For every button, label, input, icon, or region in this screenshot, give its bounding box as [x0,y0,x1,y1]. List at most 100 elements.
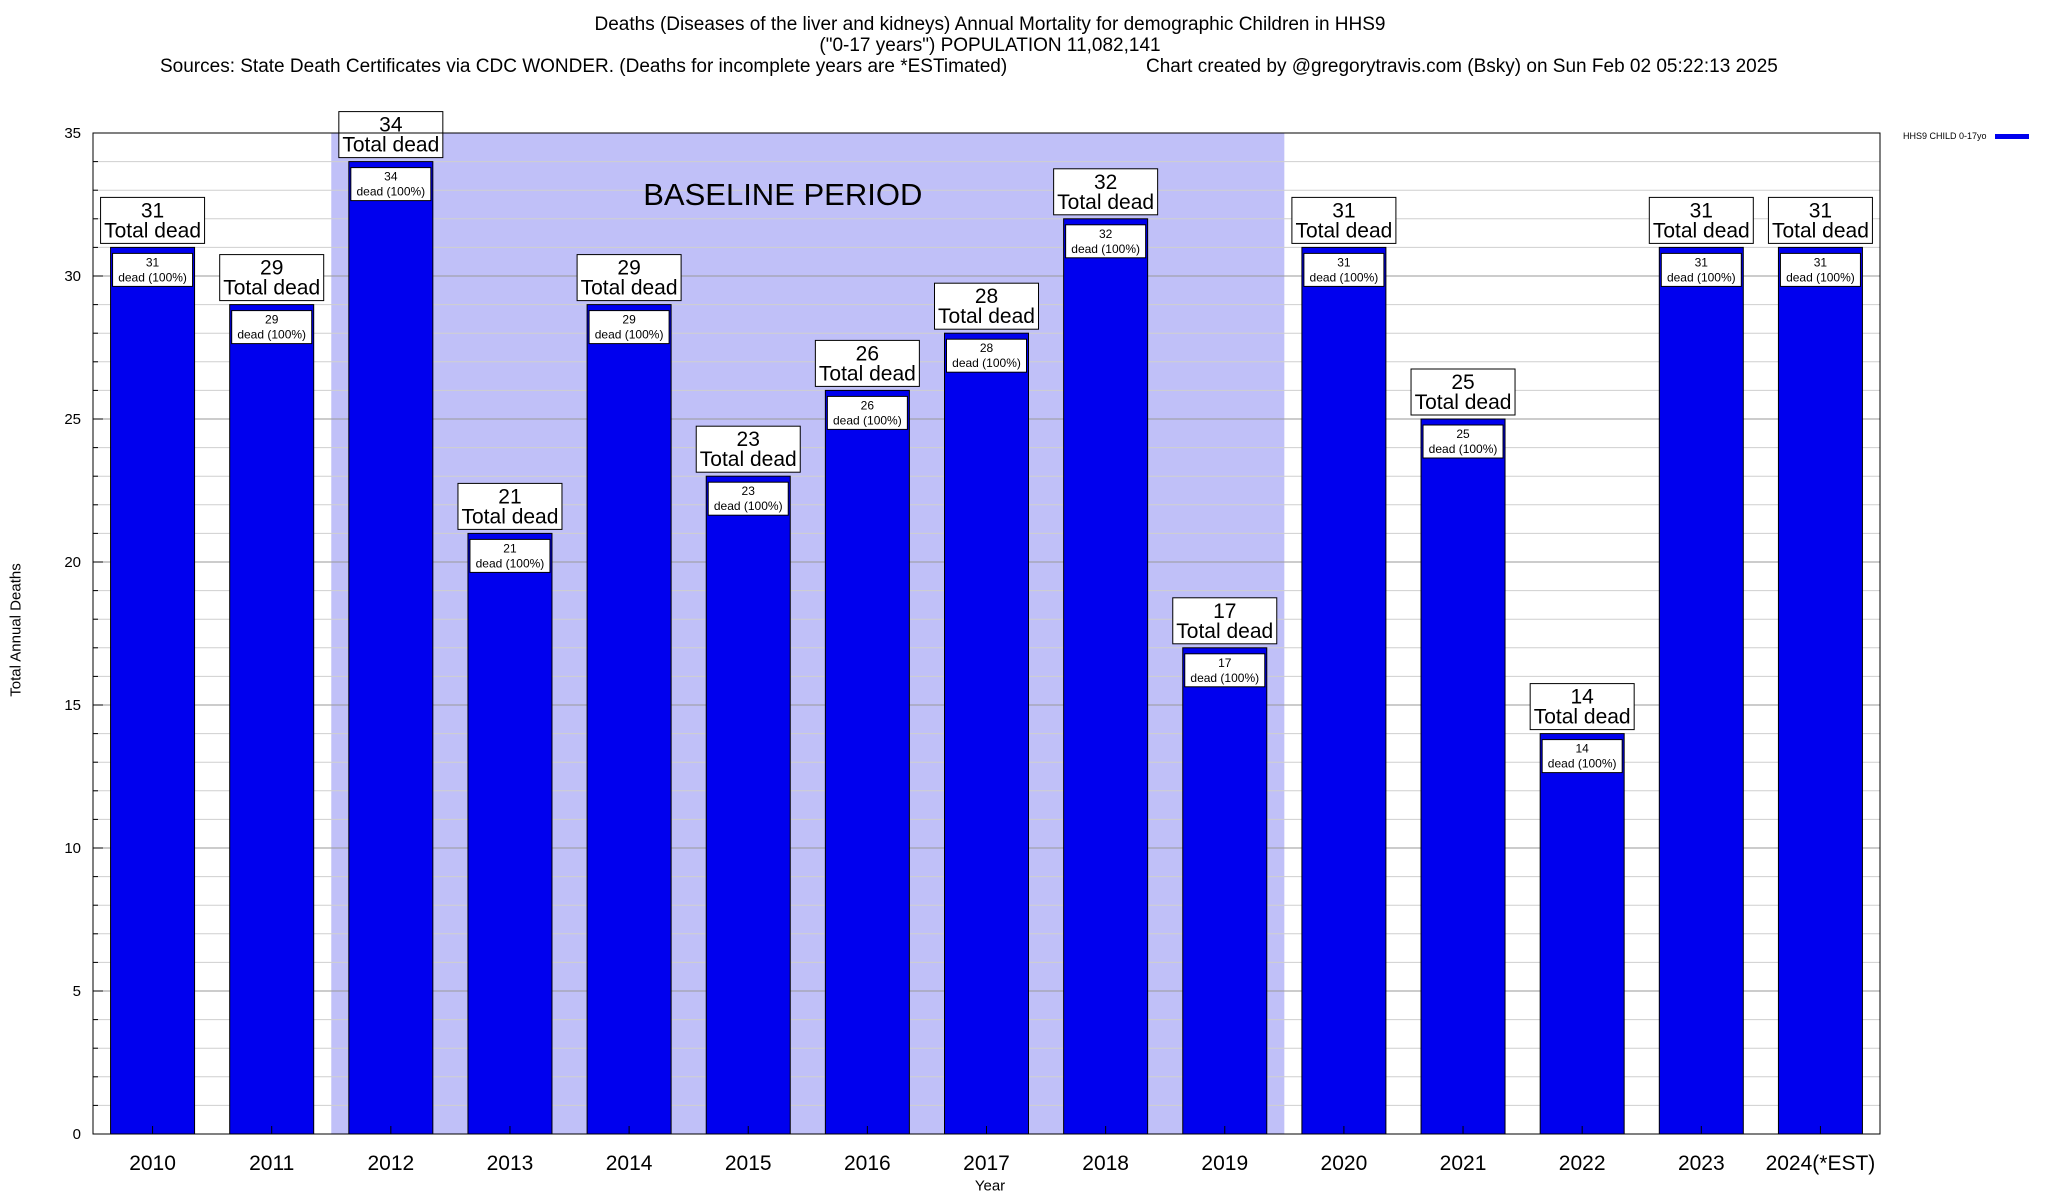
bar-inner-label: dead (100%) [1429,442,1498,456]
bar-inner-label: dead (100%) [1190,671,1259,685]
bar [1539,733,1625,1135]
y-tick-label: 30 [64,268,81,285]
bar-total-label: Total dead [342,134,439,157]
chart-titles: Deaths (Diseases of the liver and kidney… [0,14,1980,77]
bar-inner-label-box [1422,424,1504,459]
bar-outer-label-box [1767,196,1873,244]
bar [1777,246,1863,1135]
bar-inner-value: 21 [503,541,517,555]
bar-total-label: Total dead [223,277,320,300]
bar-value-label: 29 [617,257,640,280]
bar [229,304,315,1135]
bar-inner-value: 28 [980,341,994,355]
bar-outer-label-box [1053,168,1159,216]
bar [1301,246,1387,1135]
bar-inner-value: 17 [1218,656,1232,670]
x-tick-label: 2017 [963,1152,1010,1175]
bar-inner-label: dead (100%) [595,328,664,342]
x-tick-label: 2024(*EST) [1766,1152,1876,1175]
x-axis-label: Year [974,1177,1006,1195]
bar-total-label: Total dead [104,219,201,242]
bar-value-label: 32 [1094,171,1117,194]
bar-value-label: 23 [737,428,760,451]
plot-frame [92,132,1881,1135]
bar-inner-label-box [1303,252,1385,287]
bar-value-label: 31 [1809,199,1832,222]
bar-inner-label: dead (100%) [356,185,425,199]
bar-total-label: Total dead [819,362,916,385]
y-tick-label: 0 [73,1126,81,1143]
bar-inner-label: dead (100%) [1667,270,1736,284]
bar-outer-label-box [1172,597,1278,645]
bar [1182,647,1268,1135]
bar-inner-label-box [1660,252,1742,287]
bar-total-label: Total dead [700,448,797,471]
bar-inner-value: 31 [1695,255,1709,269]
y-tick-label: 15 [64,697,81,714]
bar-inner-value: 31 [146,255,160,269]
bar-value-label: 31 [1332,199,1355,222]
bar-inner-value: 29 [265,313,279,327]
bar-outer-label-box [100,196,206,244]
bar-outer-label-box [934,282,1039,330]
chart-credit: Chart created by @gregorytravis.com (Bsk… [1146,56,1778,77]
bar-value-label: 14 [1570,686,1594,709]
bar [467,532,553,1135]
legend: HHS9 CHILD 0-17yo [1903,131,2029,141]
bar-inner-label-box [469,538,551,573]
bar-value-label: 31 [1690,199,1713,222]
bar-value-label: 26 [856,342,879,365]
bar-value-label: 28 [975,285,998,308]
bar-inner-label-box [707,481,789,516]
x-tick-label: 2018 [1082,1152,1129,1175]
bar-outer-label-box [576,254,682,302]
bar-inner-label-box [1779,252,1861,287]
bar [1658,246,1744,1135]
x-tick-label: 2022 [1559,1152,1606,1175]
bar-total-label: Total dead [1057,191,1154,214]
bar-inner-label-box [231,310,313,345]
bar-inner-label: dead (100%) [833,413,902,427]
x-tick-label: 2012 [367,1152,414,1175]
bar-outer-label-box [695,425,801,473]
chart-source: Sources: State Death Certificates via CD… [160,56,1008,77]
x-tick-label: 2010 [129,1152,176,1175]
bar-outer-label-box [1529,683,1635,731]
legend-entry-label: HHS9 CHILD 0-17yo [1903,131,1987,141]
bar-inner-label: dead (100%) [476,556,545,570]
bar-inner-label: dead (100%) [1786,270,1855,284]
baseline-label: BASELINE PERIOD [643,177,922,212]
source-line: Sources: State Death Certificates via CD… [0,56,1980,77]
bar-inner-label: dead (100%) [1310,270,1379,284]
bar-inner-label-box [946,338,1027,373]
x-tick-label: 2014 [606,1152,653,1175]
x-tick-label: 2023 [1678,1152,1725,1175]
y-tick-label: 35 [64,125,81,142]
bar-outer-label-box [1648,196,1754,244]
bar-inner-label-box [1184,653,1266,688]
bar-inner-label-box [588,310,670,345]
bar-inner-value: 31 [1814,255,1828,269]
bar-value-label: 17 [1213,600,1236,623]
bar-inner-label: dead (100%) [1548,757,1617,771]
bar-inner-value: 31 [1337,255,1351,269]
bar-total-label: Total dead [1176,620,1273,643]
y-tick-label: 10 [64,840,81,857]
x-tick-label: 2016 [844,1152,891,1175]
bar-inner-label: dead (100%) [118,270,187,284]
bar [348,161,434,1135]
bar-value-label: 25 [1451,371,1474,394]
chart-subtitle: ("0-17 years") POPULATION 11,082,141 [819,35,1161,56]
bar-value-label: 31 [141,199,164,222]
bar-total-label: Total dead [1772,219,1869,242]
bar-outer-label-box [1291,196,1397,244]
bar-outer-label-box [814,339,920,387]
x-tick-label: 2021 [1440,1152,1487,1175]
bar [1420,418,1506,1135]
bar-inner-label-box [350,167,432,202]
bar-outer-label-box [219,254,325,302]
bar-outer-label-box [1410,368,1516,416]
bar-inner-label-box [1541,739,1623,774]
bar-value-label: 21 [498,485,521,508]
